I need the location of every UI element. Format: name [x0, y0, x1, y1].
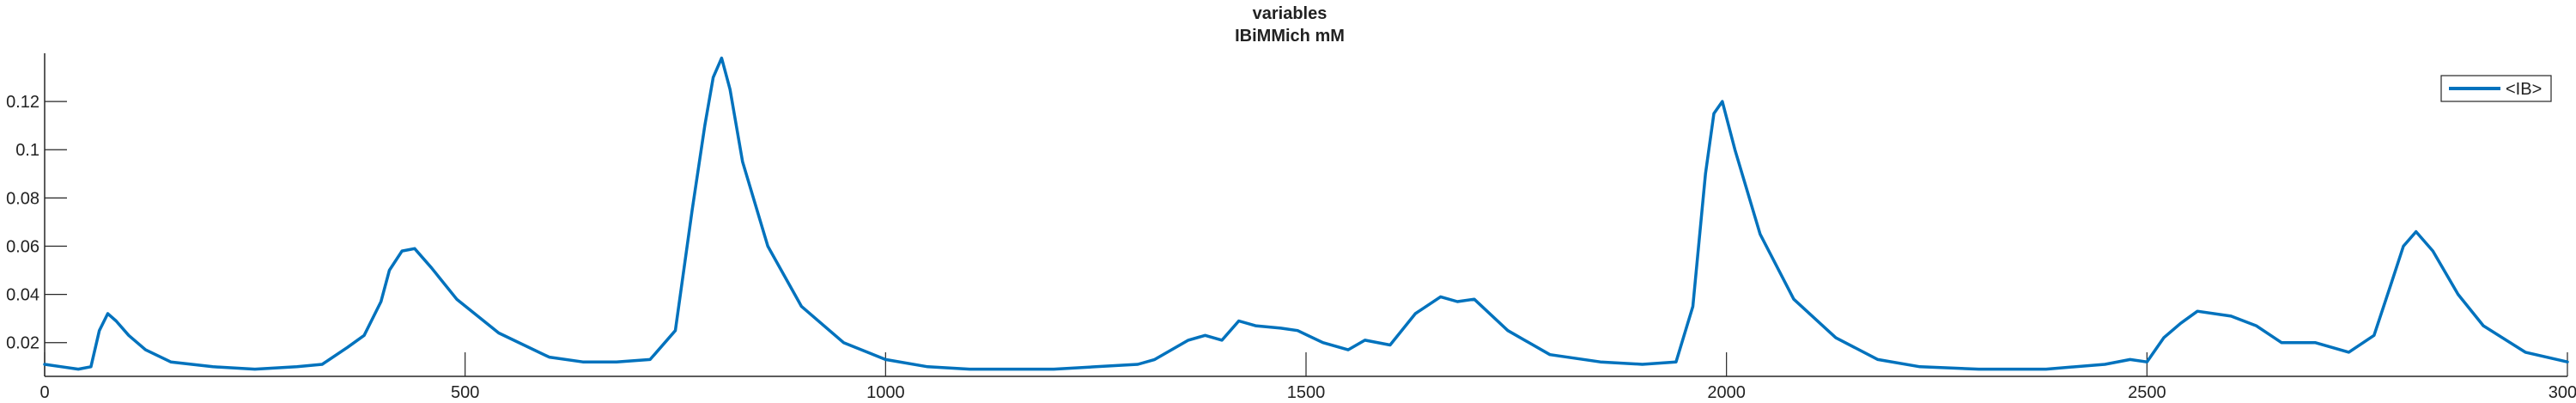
axes: [44, 53, 2567, 377]
x-tick-label: 1500: [1287, 383, 1326, 402]
x-tick-label: 500: [451, 383, 479, 402]
y-tick-label: 0.02: [6, 334, 39, 353]
chart-subtitle: IBiMMich mM: [1235, 27, 1345, 46]
y-tick-label: 0.1: [15, 141, 39, 160]
y-tick-label: 0.12: [6, 93, 39, 112]
x-tick-label: 1000: [866, 383, 905, 402]
series-layer: [43, 56, 2569, 371]
series-line-0: [43, 56, 2569, 371]
y-ticks: 0.02 0.04 0.06 0.08 0.1 0.12: [6, 93, 67, 353]
x-tick-label: 2000: [1707, 383, 1746, 402]
y-tick-label: 0.06: [6, 237, 39, 256]
y-tick-label: 0.04: [6, 286, 39, 305]
x-tick-label: 0: [39, 383, 49, 402]
legend: <IB>: [2440, 75, 2552, 102]
y-tick-label: 0.08: [6, 189, 39, 208]
x-tick-label: 2500: [2128, 383, 2166, 402]
chart-title: variables: [1253, 4, 1327, 23]
legend-entry-label: <IB>: [2506, 80, 2542, 99]
